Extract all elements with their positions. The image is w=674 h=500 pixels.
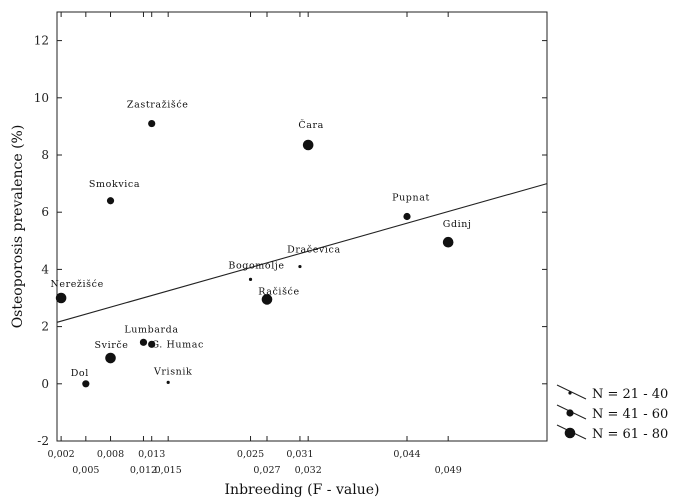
legend-label: N = 61 - 80 — [592, 427, 668, 442]
data-point — [298, 264, 302, 269]
legend-item: N = 41 - 60 — [556, 404, 668, 422]
y-axis-label: Osteoporosis prevalence (%) — [10, 125, 26, 329]
point-label: G. Humac — [151, 339, 204, 350]
y-tick-label: 10 — [34, 91, 49, 105]
point-labels: Zastražišće Čara Smokvica Pupnat Gdinj Dračev… — [50, 100, 471, 379]
data-points — [55, 119, 454, 388]
x-tick-label: 0,012 — [130, 465, 157, 476]
legend-line — [556, 384, 587, 400]
legend-item: N = 61 - 80 — [556, 424, 668, 442]
legend-marker — [566, 409, 574, 417]
x-tick-label: 0,044 — [393, 449, 420, 460]
point-label: Čara — [298, 119, 324, 131]
point-label: Pupnat — [392, 192, 430, 203]
x-tick-label: 0,049 — [435, 465, 462, 476]
point-label: Dračevica — [287, 245, 341, 256]
point-label: Svirče — [95, 340, 129, 351]
x-axis-label: Inbreeding (F - value) — [225, 482, 380, 498]
point-label: Nerežišće — [50, 279, 103, 290]
y-tick-label: 2 — [41, 320, 49, 334]
data-point — [403, 212, 411, 221]
point-label: Zastražišće — [127, 100, 189, 111]
data-point — [442, 236, 454, 248]
data-point — [148, 119, 156, 128]
x-tick-label: 0,015 — [155, 465, 182, 476]
x-tick-label: 0,025 — [237, 449, 264, 460]
trend-line-group — [56, 183, 548, 323]
y-tick-label: 12 — [34, 34, 49, 48]
point-label: Dol — [71, 368, 89, 379]
legend-item: N = 21 - 40 — [556, 384, 668, 402]
data-point — [82, 380, 90, 388]
y-axis-ticks: -2 0 2 4 6 8 10 12 — [34, 34, 547, 448]
data-point — [106, 197, 115, 205]
legend-marker — [568, 391, 572, 395]
point-label: Lumbarda — [124, 324, 178, 335]
x-tick-label: 0,013 — [138, 449, 165, 460]
x-tick-label: 0,031 — [286, 449, 313, 460]
plot-border — [56, 11, 548, 442]
legend-marker — [564, 427, 576, 439]
trend-line — [56, 183, 548, 323]
x-tick-label: 0,008 — [97, 449, 124, 460]
y-tick-label: 8 — [41, 148, 49, 162]
data-point — [55, 292, 67, 304]
y-tick-label: -2 — [37, 434, 49, 448]
y-tick-label: 4 — [41, 262, 49, 276]
y-tick-label: 6 — [41, 205, 49, 219]
data-point — [248, 277, 253, 282]
x-tick-label: 0,005 — [72, 465, 99, 476]
data-point — [166, 380, 170, 384]
point-label: Vrisnik — [153, 366, 192, 377]
point-label: Smokvica — [89, 179, 140, 190]
point-label: Gdinj — [443, 219, 472, 230]
data-point — [261, 294, 273, 305]
x-tick-label: 0,002 — [48, 449, 75, 460]
legend-label: N = 41 - 60 — [592, 407, 668, 422]
data-point — [139, 338, 148, 346]
x-axis-ticks: 0,002 0,008 0,013 0,025 0,031 0,044 0,005 0,012… — [48, 12, 462, 476]
point-label: Račišće — [258, 286, 299, 297]
data-point — [302, 139, 314, 151]
legend-label: N = 21 - 40 — [592, 387, 668, 402]
plot-frame — [56, 11, 548, 442]
data-point — [148, 340, 156, 348]
legend: N = 21 - 40 N = 41 - 60 N = 61 - 80 — [556, 384, 668, 442]
x-tick-label: 0,032 — [295, 465, 322, 476]
data-point — [105, 352, 116, 364]
x-tick-label: 0,027 — [253, 465, 280, 476]
point-label: Bogomolje — [228, 260, 284, 271]
y-tick-label: 0 — [41, 377, 49, 391]
